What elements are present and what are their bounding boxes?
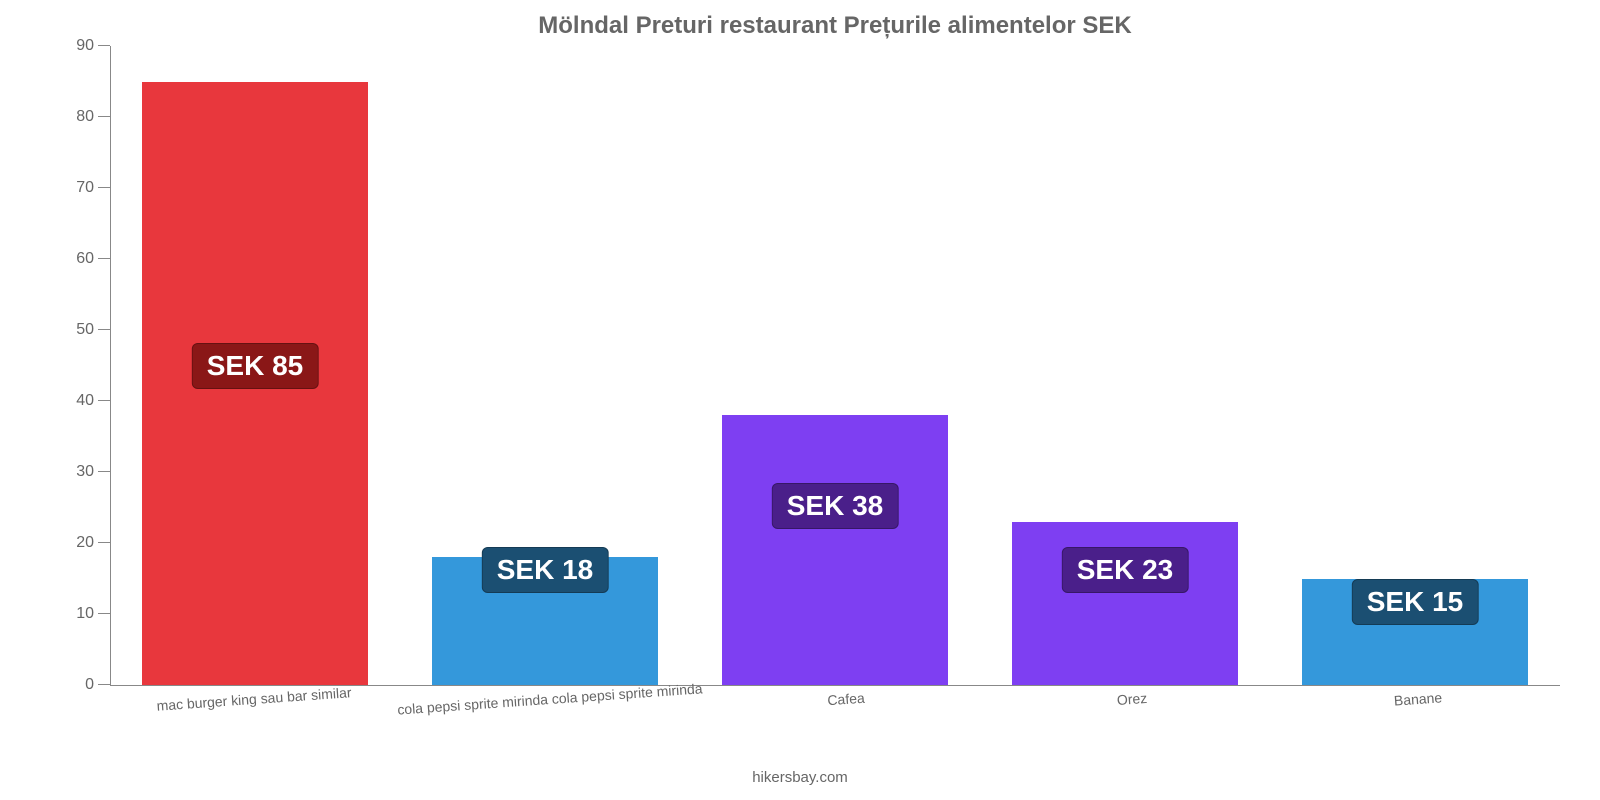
value-badge: SEK 18	[482, 547, 609, 593]
y-tick-label: 90	[76, 37, 94, 55]
y-tick	[98, 542, 110, 543]
y-tick-label: 50	[76, 321, 94, 339]
value-badge: SEK 15	[1352, 579, 1479, 625]
y-tick	[98, 684, 110, 685]
y-tick	[98, 329, 110, 330]
y-tick-label: 20	[76, 534, 94, 552]
bar-slot: SEK 23	[980, 46, 1270, 685]
y-tick	[98, 613, 110, 614]
y-tick	[98, 45, 110, 46]
y-tick-label: 40	[76, 392, 94, 410]
x-axis-labels: mac burger king sau bar similarcola peps…	[110, 685, 1560, 707]
bars-group: SEK 85 SEK 18 SEK 38 SEK 23 SEK 15	[110, 46, 1560, 685]
y-tick-label: 30	[76, 463, 94, 481]
y-tick	[98, 258, 110, 259]
value-badge: SEK 85	[192, 343, 319, 389]
y-tick	[98, 187, 110, 188]
chart-container: Mölndal Preturi restaurant Prețurile ali…	[0, 0, 1600, 800]
y-tick-label: 70	[76, 179, 94, 197]
y-tick	[98, 116, 110, 117]
chart-title: Mölndal Preturi restaurant Prețurile ali…	[110, 12, 1560, 40]
plot-area: SEK 85SEK 18SEK 38SEK 23SEK 15 mac burge…	[110, 46, 1560, 686]
bar-slot: SEK 85	[110, 46, 400, 685]
bar-slot: SEK 38	[690, 46, 980, 685]
bar	[722, 415, 948, 685]
y-tick-label: 0	[85, 676, 94, 694]
y-tick	[98, 400, 110, 401]
value-badge: SEK 23	[1062, 547, 1189, 593]
value-badge: SEK 38	[772, 483, 899, 529]
y-tick-label: 10	[76, 605, 94, 623]
y-tick	[98, 471, 110, 472]
credit-text: hikersbay.com	[0, 769, 1600, 786]
y-tick-label: 60	[76, 250, 94, 268]
y-tick-label: 80	[76, 108, 94, 126]
bar-slot: SEK 15	[1270, 46, 1560, 685]
bar-slot: SEK 18	[400, 46, 690, 685]
